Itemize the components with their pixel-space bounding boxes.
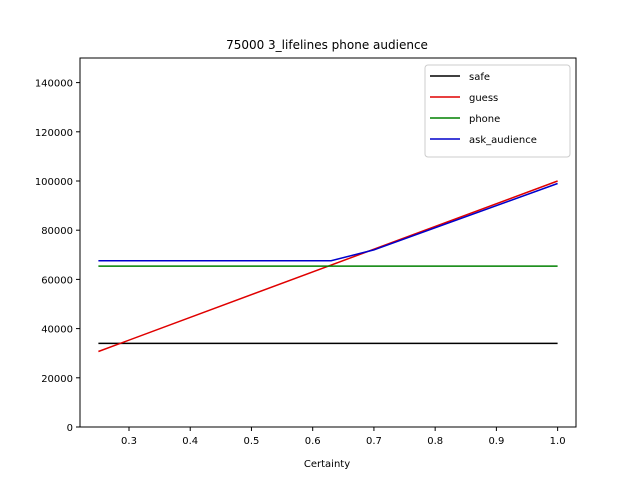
- y-tick-label: 80000: [41, 226, 73, 237]
- y-tick-label: 120000: [35, 128, 73, 139]
- legend-label-guess: guess: [469, 93, 498, 104]
- plot-area: [79, 57, 577, 428]
- x-tick-label: 0.6: [305, 436, 321, 447]
- series-line-ask-audience: [98, 182, 558, 262]
- axes-frame: [79, 57, 577, 428]
- x-tick-label: 0.5: [244, 436, 260, 447]
- y-tick-label: 0: [67, 423, 73, 434]
- y-tick-label: 60000: [41, 275, 73, 286]
- y-tick-label: 140000: [35, 79, 73, 90]
- legend-label-ask-audience: ask_audience: [469, 135, 537, 146]
- x-tick-label: 1.0: [550, 436, 566, 447]
- x-tick-label: 0.8: [427, 436, 443, 447]
- legend-label-phone: phone: [469, 114, 500, 125]
- y-tick-label: 20000: [41, 374, 73, 385]
- y-tick-label: 100000: [35, 177, 73, 188]
- legend: safe guess phone ask_audience: [424, 64, 571, 158]
- y-axis: 0 20000 40000 60000 80000 100000 120000 140000: [35, 79, 80, 434]
- x-tick-label: 0.3: [121, 436, 137, 447]
- x-axis-label: Certainty: [304, 459, 350, 470]
- y-tick-label: 40000: [41, 325, 73, 336]
- x-tick-label: 0.4: [182, 436, 198, 447]
- legend-label-safe: safe: [469, 72, 490, 83]
- x-tick-label: 0.7: [366, 436, 382, 447]
- chart-title: 75000 3_lifelines phone audience: [226, 38, 428, 52]
- legend-box: [424, 64, 571, 158]
- x-axis: 0.3 0.4 0.5 0.6 0.7 0.8 0.9 1.0: [121, 427, 566, 447]
- x-tick-label: 0.9: [488, 436, 504, 447]
